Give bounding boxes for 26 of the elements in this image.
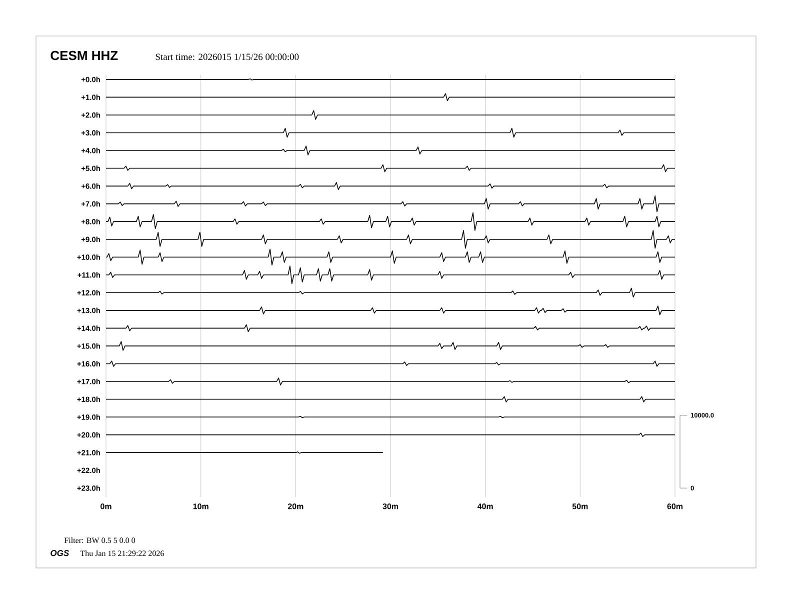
- chart-title: CESM HHZ: [50, 50, 118, 60]
- x-tick-label: 20m: [288, 504, 304, 510]
- x-tick-label: 50m: [572, 504, 588, 510]
- x-tick-label: 0m: [100, 504, 112, 510]
- text: Filter: BW 0.5 5 0.0 0: [64, 537, 136, 544]
- chart-subtitle: Start time: 2026015 1/15/26 00:00:00: [156, 54, 299, 60]
- line-series: [106, 288, 675, 298]
- line-series: [106, 324, 675, 332]
- line-series: [106, 248, 675, 266]
- line-series: [106, 212, 675, 231]
- x-tick-label: 30m: [382, 504, 398, 510]
- line-series: [106, 146, 675, 156]
- line-series: [106, 195, 675, 212]
- x-tick-label: 40m: [477, 504, 493, 510]
- text: Thu Jan 15 21:29:22 2026: [80, 550, 164, 556]
- line-series: [106, 306, 675, 316]
- line-series: [106, 128, 675, 138]
- line-series: [106, 164, 675, 172]
- line-series: [106, 378, 675, 386]
- line-series: [106, 266, 675, 284]
- line-series: [106, 182, 675, 190]
- x-tick-label: 60m: [667, 504, 683, 510]
- line-series: [106, 341, 675, 351]
- line-series: [106, 230, 675, 249]
- x-tick-label: 10m: [193, 504, 208, 510]
- text: OGS: [50, 550, 70, 556]
